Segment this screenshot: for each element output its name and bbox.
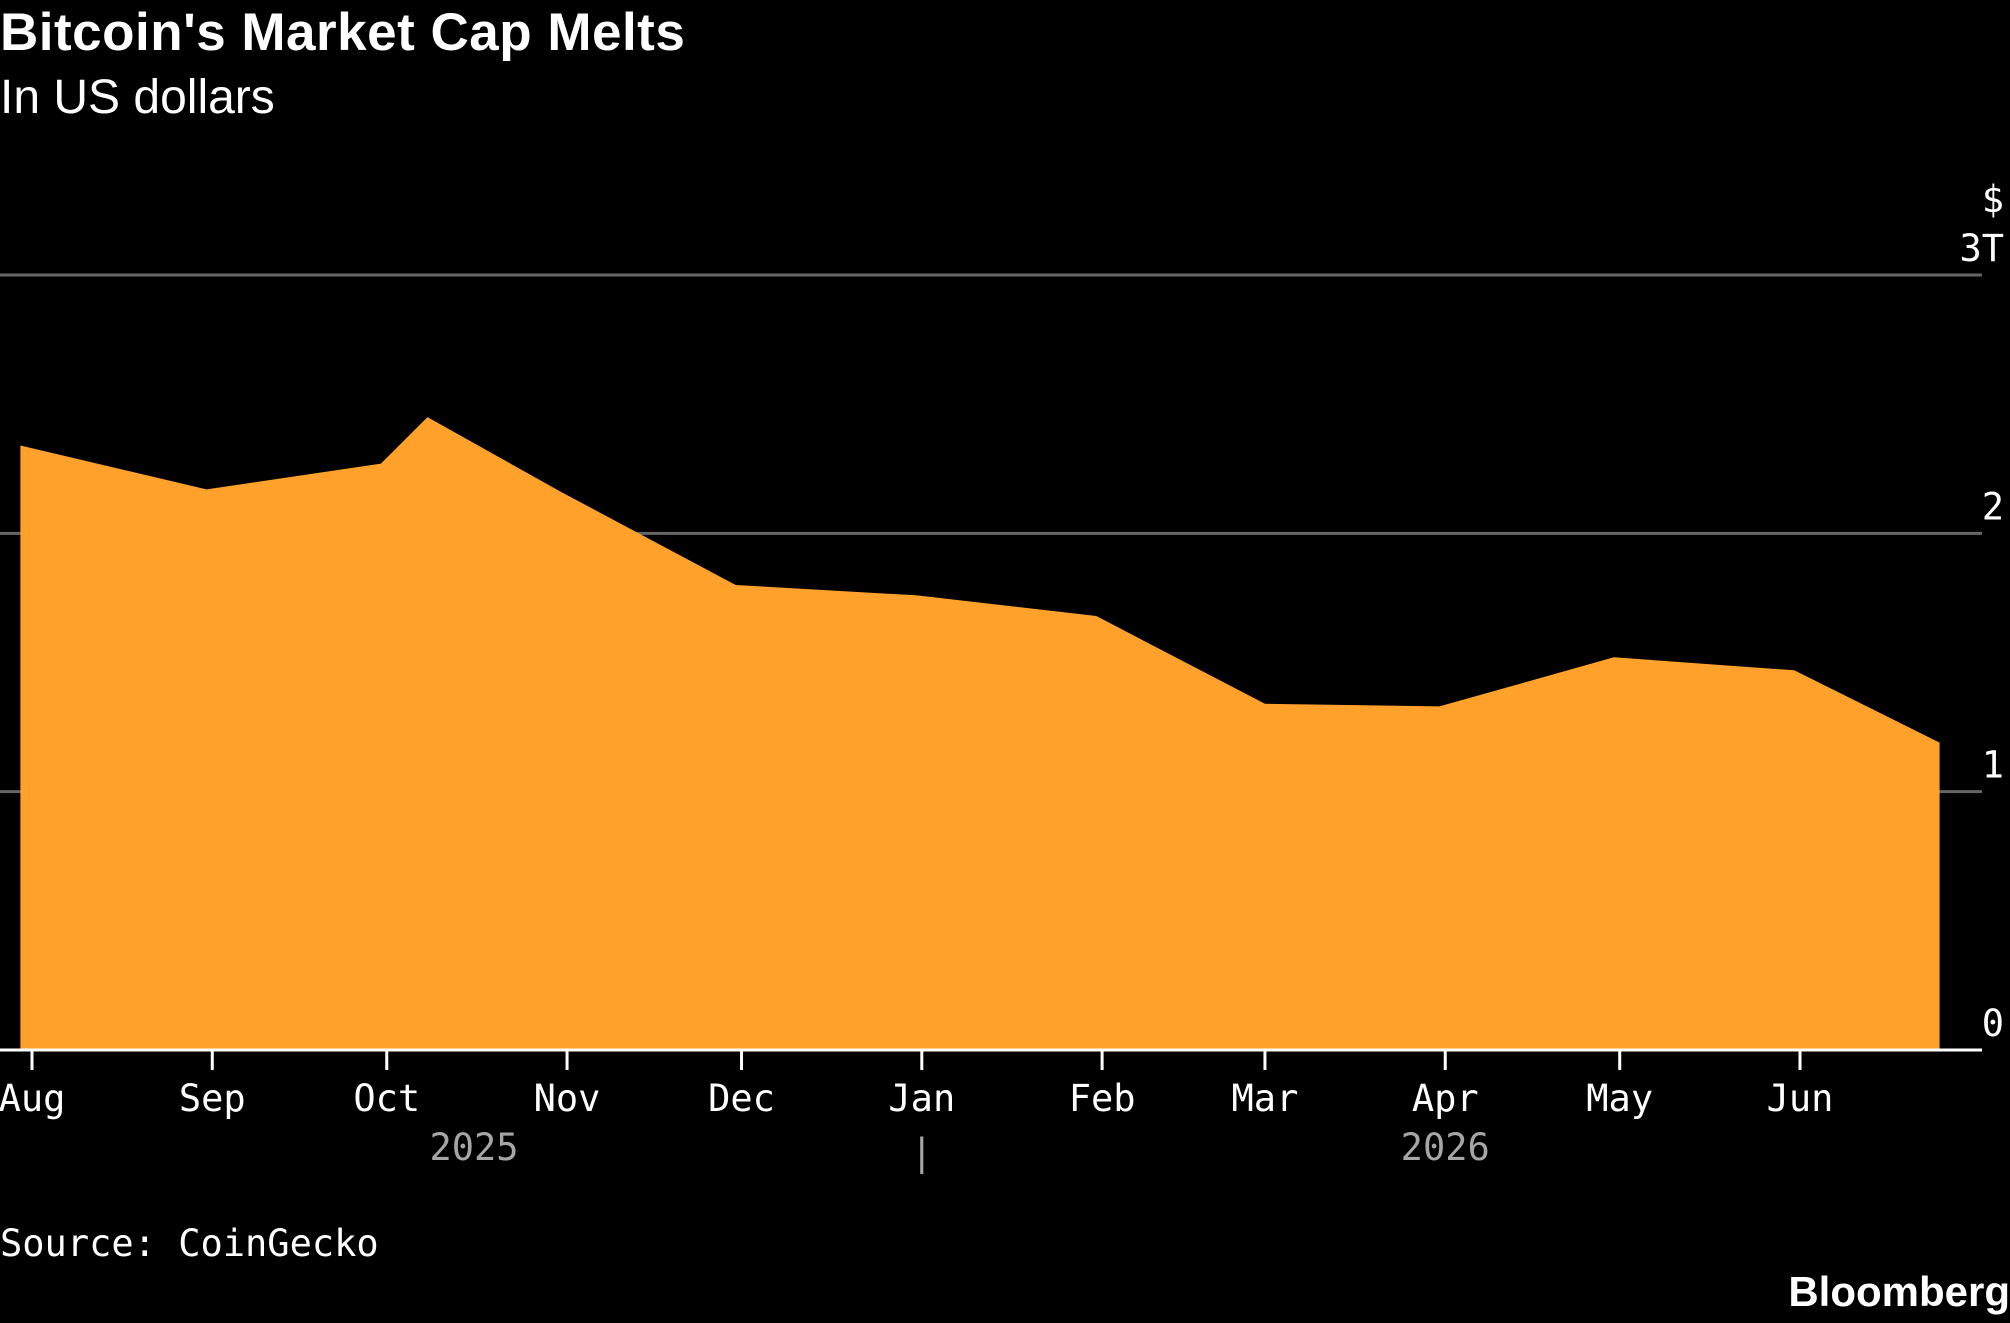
- x-tick-label: Oct: [353, 1077, 420, 1120]
- x-tick-label: Dec: [708, 1077, 775, 1120]
- bloomberg-logo: Bloomberg: [1788, 1268, 2010, 1315]
- y-tick-label: 2: [1982, 485, 2004, 528]
- year-divider: |: [911, 1131, 933, 1174]
- x-tick-label: Mar: [1232, 1077, 1299, 1120]
- y-tick-label: 3T: [1959, 227, 2004, 270]
- x-tick-label: Aug: [0, 1077, 65, 1120]
- x-tick-label: Sep: [179, 1077, 246, 1120]
- market-cap-area: [20, 417, 1940, 1051]
- y-tick-label: 1: [1982, 744, 2004, 787]
- year-label: 2025: [429, 1126, 518, 1169]
- x-tick-label: Nov: [534, 1077, 601, 1120]
- y-tick-label: 0: [1982, 1002, 2004, 1045]
- year-label: 2026: [1401, 1126, 1490, 1169]
- x-tick-label: Feb: [1069, 1077, 1136, 1120]
- x-tick-label: May: [1586, 1077, 1653, 1120]
- chart-subtitle: In US dollars: [0, 71, 275, 124]
- x-tick-label: Jan: [888, 1077, 955, 1120]
- y-axis-unit: $: [1982, 178, 2004, 221]
- x-tick-label: Apr: [1412, 1077, 1479, 1120]
- source-note: Source: CoinGecko: [0, 1222, 379, 1265]
- chart-title: Bitcoin's Market Cap Melts: [0, 3, 686, 62]
- x-tick-label: Jun: [1767, 1077, 1834, 1120]
